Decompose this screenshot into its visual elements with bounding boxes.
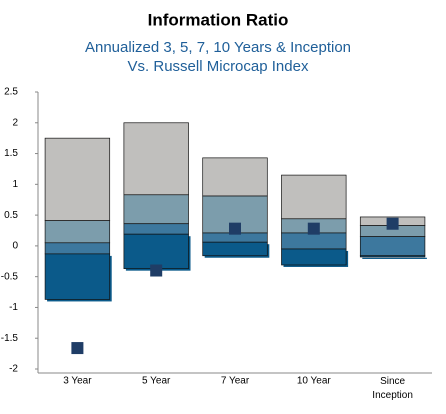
box-band: [123, 122, 189, 196]
y-tick-label: -2: [9, 364, 18, 375]
box-band: [281, 174, 347, 220]
x-tick-label: Since Inception: [372, 376, 413, 401]
y-tick-label: 2: [12, 117, 18, 128]
box-band: [202, 241, 268, 257]
x-tick-label: 3 Year: [63, 376, 92, 387]
box-band: [281, 248, 347, 266]
marker: [71, 342, 84, 355]
box-band: [359, 236, 426, 257]
box-band: [123, 233, 189, 270]
x-tick-label: 5 Year: [142, 376, 171, 387]
y-tick-label: 1: [12, 179, 18, 190]
box-band: [44, 137, 111, 222]
chart-title: Information Ratio: [148, 10, 289, 29]
box-shadow: [362, 257, 427, 259]
y-tick-label: 2.5: [4, 87, 18, 98]
box-band: [44, 242, 111, 255]
box-band: [202, 157, 268, 197]
chart-subtitle: Vs. Russell Microcap Index: [128, 58, 309, 75]
x-tick-label: 10 Year: [297, 376, 332, 387]
box-band: [44, 220, 111, 244]
box-band: [281, 232, 347, 250]
box-band: [123, 223, 189, 235]
y-tick-label: 0.5: [4, 210, 18, 221]
box-band: [359, 255, 426, 258]
x-tick-label: 7 Year: [221, 376, 250, 387]
marker: [307, 222, 320, 235]
marker: [150, 264, 163, 277]
box-band: [44, 253, 111, 300]
marker: [386, 217, 399, 230]
y-tick-label: -1: [9, 302, 18, 313]
box-band: [123, 194, 189, 225]
marker: [229, 222, 241, 235]
y-tick-label: -0.5: [1, 271, 19, 282]
y-tick-label: -1.5: [1, 333, 19, 344]
chart-subtitle: Annualized 3, 5, 7, 10 Years & Inception: [85, 39, 351, 56]
y-tick-label: 0: [12, 241, 18, 252]
y-tick-label: 1.5: [4, 148, 18, 159]
